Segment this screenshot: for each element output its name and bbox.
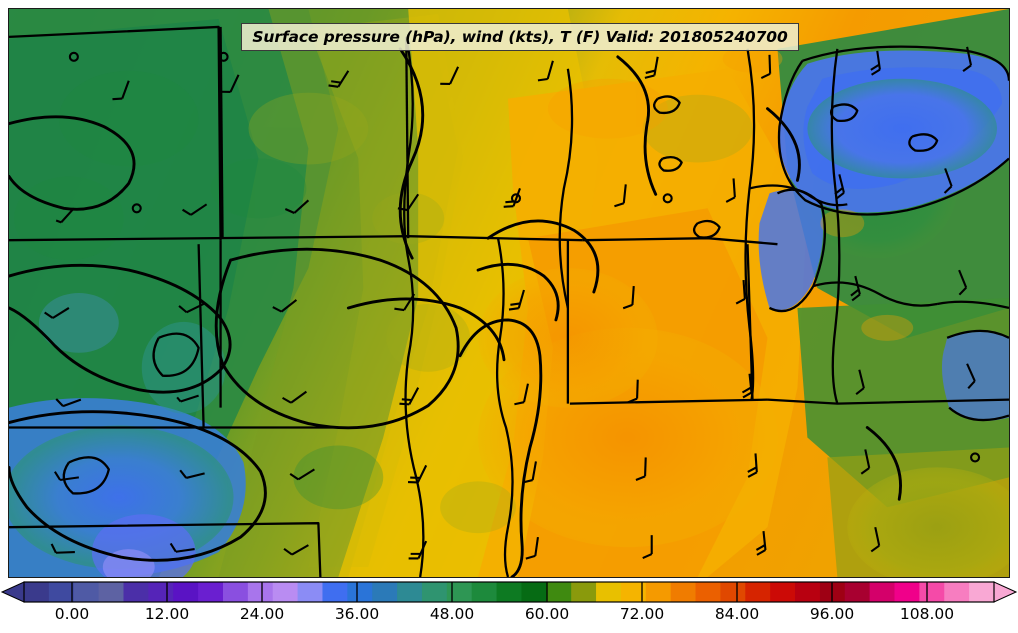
map-canvas[interactable] <box>9 9 1009 577</box>
colorbar-swatch <box>695 582 722 602</box>
colorbar-tick-labels: 0.00 12.00 24.00 36.00 48.00 60.00 72.00 84.00 9… <box>0 605 1018 629</box>
colorbar-extend-right <box>993 581 1018 603</box>
colorbar-swatch <box>795 582 821 602</box>
colorbar-swatch <box>546 582 572 602</box>
colorbar-swatch <box>421 582 448 602</box>
colorbar-swatches[interactable] <box>0 581 1018 607</box>
colorbar-tick-label: 84.00 <box>714 605 760 623</box>
colorbar-swatch <box>521 582 547 602</box>
colorbar-swatch <box>496 582 523 602</box>
colorbar-tick-label: 60.00 <box>524 605 570 623</box>
colorbar-swatch <box>247 582 274 602</box>
colorbar-swatch <box>869 582 896 602</box>
colorbar-swatch <box>894 582 920 602</box>
colorbar-swatch <box>173 582 199 602</box>
colorbar-tick-label: 108.00 <box>899 605 955 623</box>
colorbar-swatch <box>372 582 398 602</box>
colorbar-tick-label: 72.00 <box>619 605 665 623</box>
colorbar-tick-label: 12.00 <box>144 605 190 623</box>
colorbar-swatch <box>620 582 647 602</box>
colorbar-swatch <box>745 582 771 602</box>
colorbar-swatch <box>198 582 224 602</box>
colorbar-tick-label: 36.00 <box>334 605 380 623</box>
colorbar-outline <box>23 581 995 603</box>
political-boundaries-layer <box>9 25 1009 577</box>
colorbar-tick-label: 96.00 <box>809 605 855 623</box>
colorbar-swatch <box>48 582 75 602</box>
colorbar-swatch <box>969 582 995 602</box>
pressure-isobar-layer <box>9 47 902 577</box>
colorbar-swatch <box>24 582 50 602</box>
colorbar-swatch <box>471 582 498 602</box>
colorbar-swatch <box>844 582 871 602</box>
colorbar-swatch <box>322 582 348 602</box>
colorbar-swatch <box>297 582 324 602</box>
map-panel[interactable]: Surface pressure (hPa), wind (kts), T (F… <box>8 8 1010 578</box>
colorbar-swatch <box>148 582 174 602</box>
colorbar[interactable]: 0.00 12.00 24.00 36.00 48.00 60.00 72.00 84.00 9… <box>0 581 1018 633</box>
colorbar-swatch <box>919 582 945 602</box>
colorbar-swatch <box>272 582 299 602</box>
colorbar-tick-label: 48.00 <box>429 605 475 623</box>
colorbar-swatch <box>596 582 622 602</box>
colorbar-swatch <box>222 582 249 602</box>
map-title-box: Surface pressure (hPa), wind (kts), T (F… <box>241 23 799 51</box>
colorbar-swatch <box>446 582 473 602</box>
colorbar-swatch <box>397 582 423 602</box>
colorbar-swatch <box>571 582 597 602</box>
colorbar-extend-left <box>0 581 25 603</box>
map-title-text: Surface pressure (hPa), wind (kts), T (F… <box>252 28 788 46</box>
colorbar-swatch <box>123 582 149 602</box>
colorbar-swatch <box>670 582 697 602</box>
colorbar-swatch <box>645 582 672 602</box>
colorbar-swatch <box>98 582 125 602</box>
colorbar-swatch <box>770 582 796 602</box>
colorbar-swatch <box>720 582 746 602</box>
colorbar-swatch <box>944 582 970 602</box>
colorbar-tick-label: 24.00 <box>239 605 285 623</box>
colorbar-swatch <box>347 582 373 602</box>
colorbar-swatch <box>73 582 100 602</box>
colorbar-tick-label: 0.00 <box>54 605 90 623</box>
